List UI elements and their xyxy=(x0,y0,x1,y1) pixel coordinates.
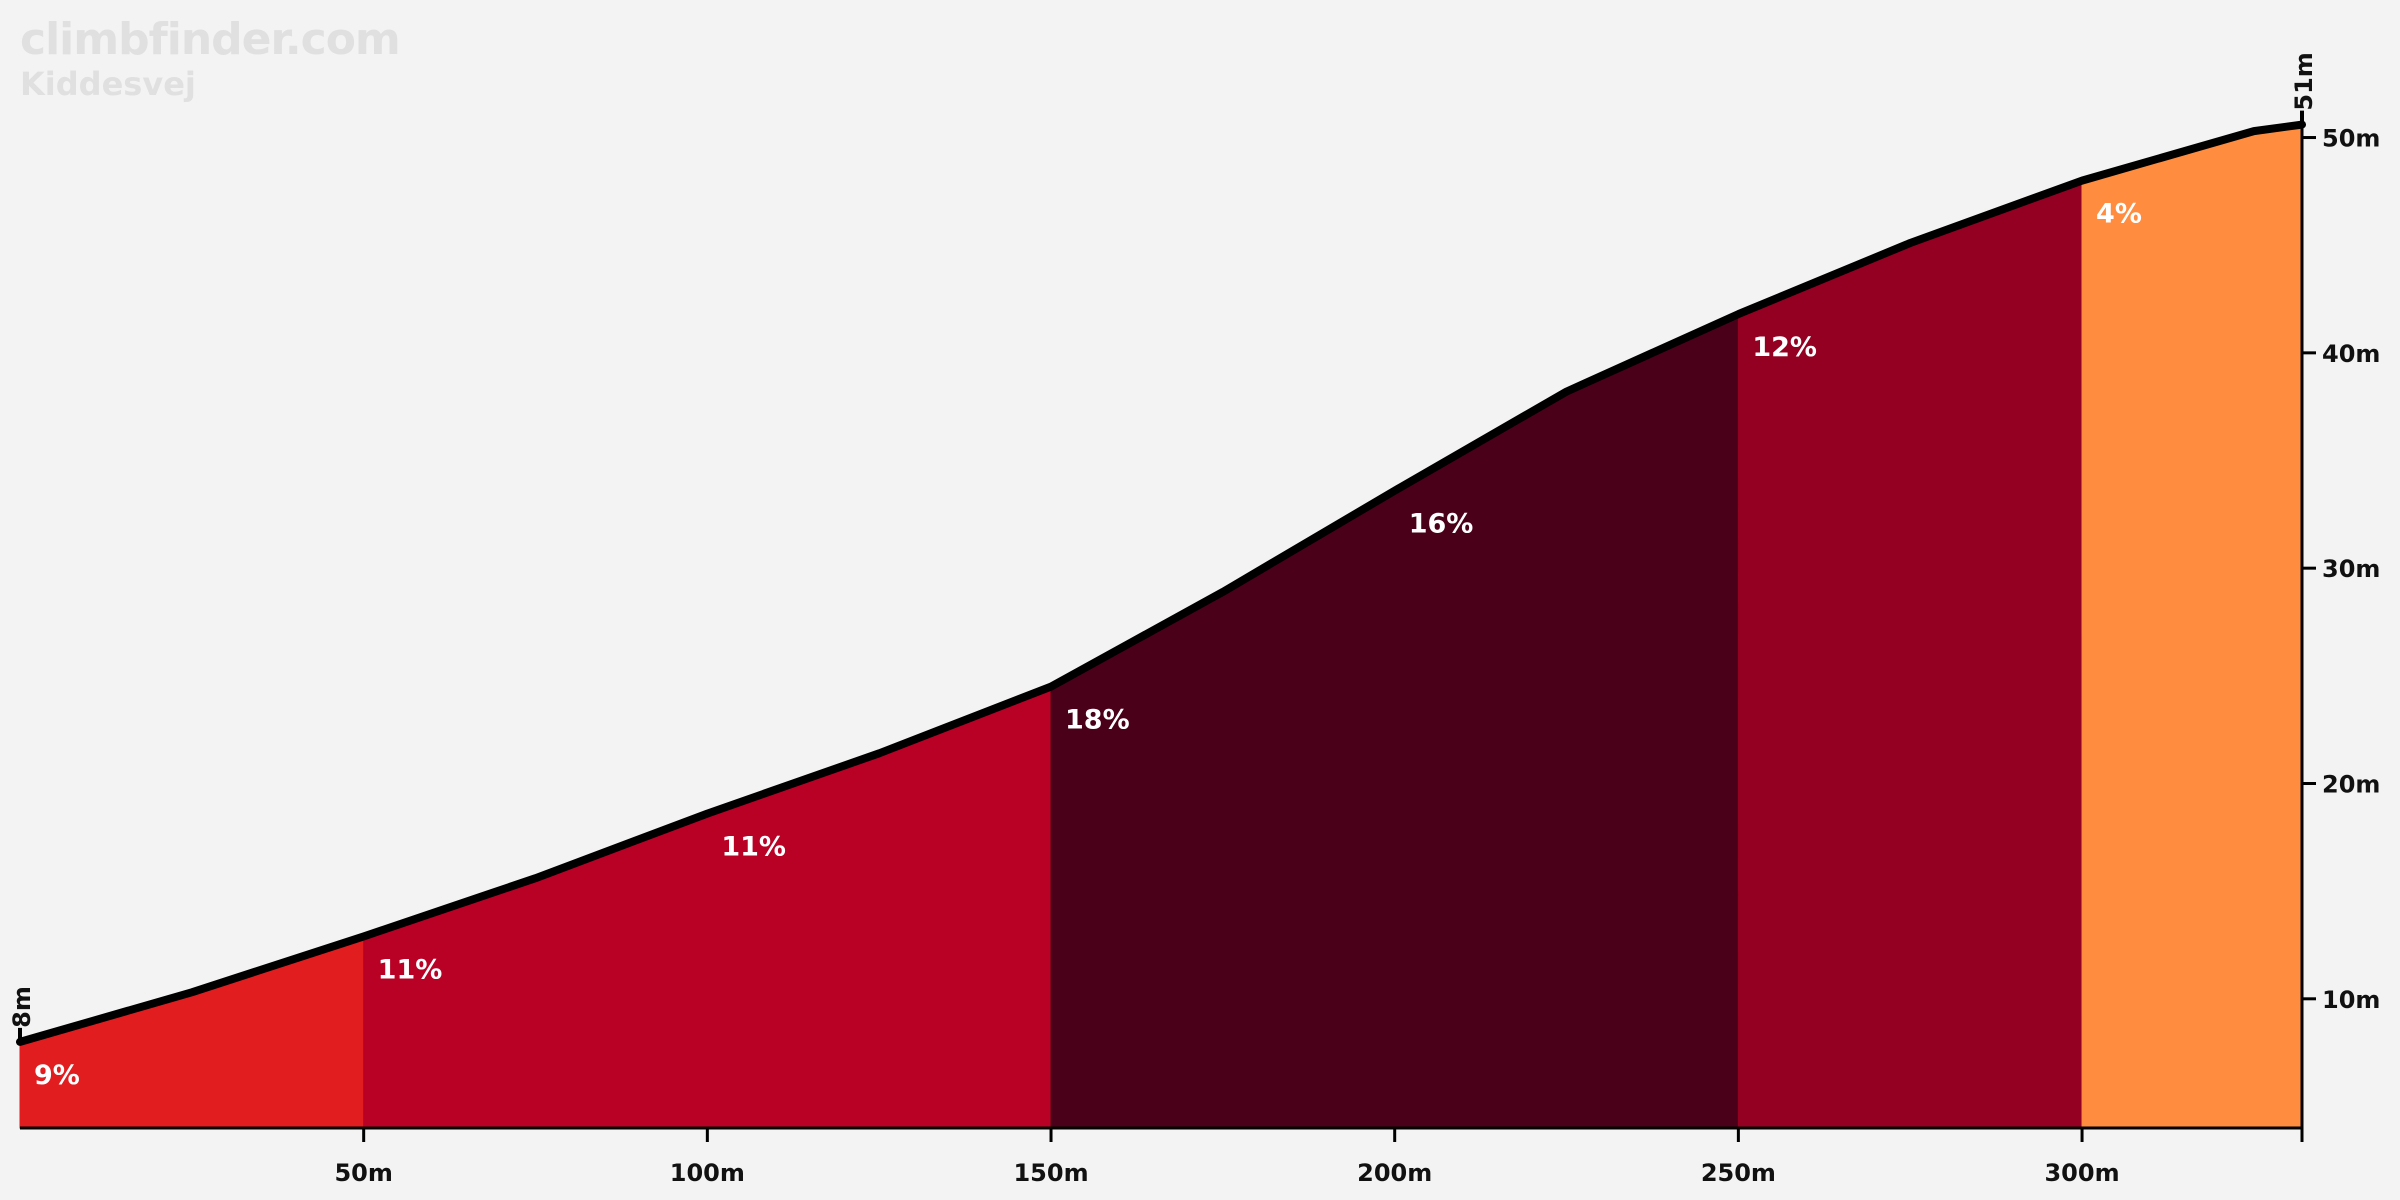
x-tick-label-3: 200m xyxy=(1357,1159,1432,1187)
gradient-segment-3 xyxy=(1737,179,2083,1129)
start-elevation-label: 8m xyxy=(8,986,36,1028)
gradient-segments xyxy=(19,124,2303,1129)
gradient-label-1: 11% xyxy=(378,954,443,985)
gradient-segment-1 xyxy=(363,685,1052,1129)
y-tick-label-3: 40m xyxy=(2322,340,2380,368)
x-tick-label-4: 250m xyxy=(1701,1159,1776,1187)
gradient-label-2: 11% xyxy=(721,832,786,863)
gradient-segment-0 xyxy=(19,935,365,1129)
end-elevation-label: 51m xyxy=(2290,52,2318,110)
axes: 50m 100m 150m 200m 250m 300m 10m 20m 30m 40m 50m 8m… xyxy=(8,52,2380,1187)
x-tick-label-5: 300m xyxy=(2044,1159,2119,1187)
watermark-climb-name: Kiddesvej xyxy=(20,65,196,103)
x-tick-label-1: 100m xyxy=(670,1159,745,1187)
x-tick-label-2: 150m xyxy=(1013,1159,1088,1187)
gradient-label-3: 18% xyxy=(1065,705,1130,736)
profile-line xyxy=(16,120,2306,1046)
gradient-label-6: 4% xyxy=(2096,199,2142,230)
gradient-label-4: 16% xyxy=(1409,509,1474,540)
watermark: climbfinder.com Kiddesvej xyxy=(20,14,401,103)
gradient-label-0: 9% xyxy=(34,1060,80,1091)
y-tick-label-4: 50m xyxy=(2322,125,2380,153)
x-tick-label-0: 50m xyxy=(334,1159,392,1187)
y-tick-label-2: 30m xyxy=(2322,555,2380,583)
y-tick-label-1: 20m xyxy=(2322,770,2380,798)
gradient-label-5: 12% xyxy=(1752,332,1817,363)
y-tick-label-0: 10m xyxy=(2322,986,2380,1014)
gradient-labels: 9% 11% 11% 18% 16% 12% 4% xyxy=(34,199,2142,1091)
watermark-site: climbfinder.com xyxy=(20,14,401,65)
gradient-segment-4 xyxy=(2081,124,2303,1129)
gradient-segment-2 xyxy=(1050,313,1739,1129)
profile-line-group xyxy=(16,120,2306,1046)
